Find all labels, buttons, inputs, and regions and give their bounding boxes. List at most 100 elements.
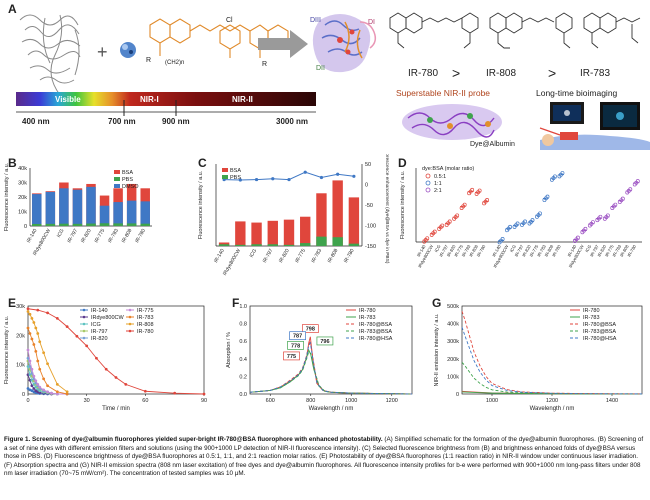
b-bar-pbs [140,223,150,226]
g-plot-frame [461,305,643,395]
b-ytick-label: 20k [18,195,27,201]
d-xtick-label: IR-808 [619,243,630,257]
e-data-point [202,392,206,396]
b-xtick-label: IR-140 [26,228,39,244]
d-xtick-label: IR-783 [536,243,547,257]
panel-a-letter: A [8,2,17,16]
e-data-point [114,376,118,379]
d-xtick-label: IR-140 [416,243,427,257]
b-bar-dmso [45,191,56,226]
e-legend-marker [128,308,132,312]
e-legend-label: IR-820 [91,336,108,342]
panel-c-letter: C [198,156,207,170]
b-ytick-label: 40k [18,166,27,172]
c-bar-pbs [235,244,246,246]
e-data-point [26,307,30,311]
d-xtick-label: IR-797 [438,243,449,257]
f-legend-label: IR-780@BSA [359,322,392,328]
spectrum-bar [16,92,316,106]
e-data-point [55,392,59,396]
e-xlabel: Time / min [102,406,130,412]
b-legend-label: BSA [122,170,133,176]
f-peak-label: 778 [291,343,300,349]
g-xtick-label: 1000 [486,398,498,404]
d-xtick-label: IR-797 [514,243,525,257]
e-xtick-label: 90 [201,398,207,404]
dye-albumin-complex-icon [312,14,377,73]
e-data-point [34,379,38,383]
f-ytick-label: 0.6 [239,339,247,345]
e-data-point [30,316,34,320]
e-data-point [42,377,46,381]
b-legend-label: DMSO [122,184,139,190]
mol-r-left-label: R [146,57,151,64]
e-data-point [28,359,32,363]
b-ytick-label: 10k [18,210,27,216]
e-legend-label: IR-797 [91,329,108,335]
c-y2label: Fluorescence enhancement (dye@BSA vs dye… [384,154,390,264]
c-bar-bsa [251,222,262,246]
b-legend-swatch [114,170,120,174]
c-xtick-label: IR-783 [310,248,323,264]
panel-d-letter: D [398,156,407,170]
ranking-ir808: IR-808 [486,68,516,79]
g-xtick-label: 1400 [606,398,618,404]
c-y2tick-label: -50 [365,203,373,209]
e-data-point [30,367,34,371]
c-xtick-label: IR-140 [213,248,226,264]
f-ytick-label: 0.8 [239,322,247,328]
c-xtick-label: IR-820 [278,248,291,264]
e-data-point [38,367,42,371]
probe-complex-image [402,104,502,140]
d-xtick-label: IR-775 [604,243,615,257]
e-data-point [28,312,32,316]
c-enhancement-point [254,177,259,182]
b-xtick-label: IR-808 [121,228,134,244]
caption-title: Figure 1. Screening of dye@albumin fluor… [4,436,383,443]
panel-b-letter: B [8,156,17,170]
f-peak-label-box [301,324,319,333]
e-data-point [85,344,89,348]
ranking-ir780: IR-780 [408,68,438,79]
e-data-point [65,392,69,396]
c-xtick-label: IR-775 [294,248,307,264]
c-legend-label: PBS [230,175,241,181]
e-legend-marker [128,322,132,326]
panel-g-letter: G [432,296,442,310]
e-xtick-label: 60 [142,398,148,404]
e-data-point [173,391,177,395]
e-legend-marker [82,336,86,340]
spectrum-label-nir2: NIR-II [232,95,253,104]
b-ylabel: Fluorescence intensity / a.u. [4,162,10,231]
b-bar-dmso [99,205,110,226]
b-bar-dmso [32,194,42,226]
e-xtick-label: 0 [26,398,29,404]
g-xtick-label: 1200 [546,398,558,404]
e-data-point [46,384,49,388]
e-data-point [46,311,49,315]
b-bar-pbs [99,223,110,226]
mol-chain-label: (CH2)n [165,60,184,66]
e-legend-label: ICG [91,322,101,328]
f-peak-label-box [287,341,304,350]
b-legend-label: PBS [122,177,133,183]
b-legend-swatch [114,177,120,181]
mol-cl-label: Cl [226,17,233,24]
reaction-arrow-icon [258,30,308,58]
g-legend-label: IR-783@BSA [583,329,616,335]
d-legend-label: 1:1 [434,181,442,187]
d-legend-title: dye:BSA (molar ratio) [422,166,474,172]
e-data-point [28,332,32,335]
chart-g: 1000 1200 1400 0 100k 200k 300k 400k 500k Wavelen… [434,304,643,412]
e-ylabel: Fluorescence intensity / a.u. [4,315,10,384]
e-data-point [38,385,42,389]
c-bar-bsa [348,197,360,246]
e-ytick-label: 10k [16,363,25,369]
d-xtick-label: IR-820 [446,243,457,257]
d-xtick-label: IR-780 [626,243,637,257]
b-ytick-label: 30k [18,181,27,187]
f-series-line [249,336,413,395]
d-xtick-label: IR-783 [611,243,622,257]
b-bar-pbs [59,223,69,226]
f-ytick-label: 0.2 [239,374,247,380]
